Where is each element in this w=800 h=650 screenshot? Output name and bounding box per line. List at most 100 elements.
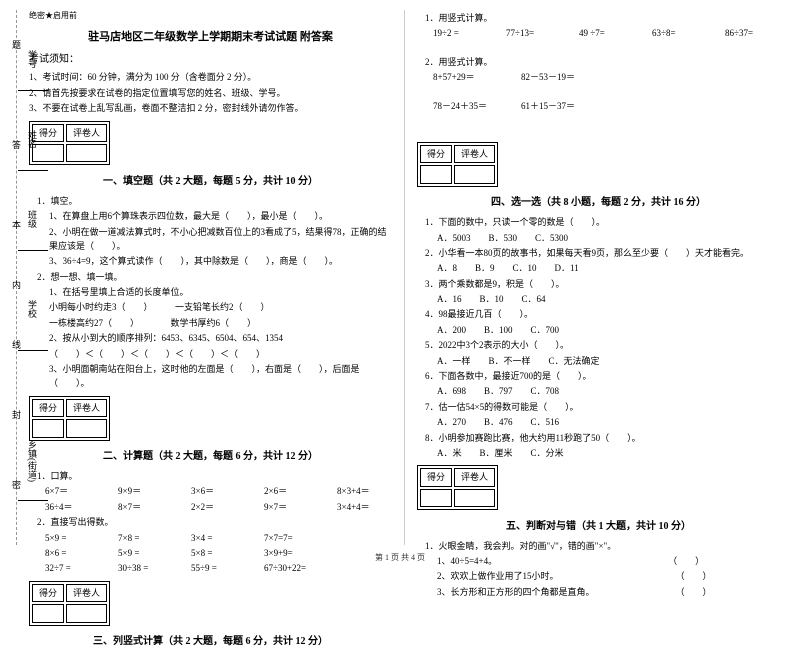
calc-item: 8×7＝ — [118, 500, 173, 514]
notice-item: 2、请首先按要求在试卷的指定位置填写您的姓名、班级、学号。 — [29, 86, 392, 100]
calc-item: 67÷30+22= — [264, 561, 319, 575]
gutter-underline — [18, 250, 48, 251]
q1-1: 1、在算盘上用6个算珠表示四位数，最大是（ ），最小是（ ）。 — [49, 209, 392, 223]
q1-3: 3、36÷4=9，这个算式读作（ ），其中除数是（ ），商是（ ）。 — [49, 254, 392, 268]
q2-stem: 2．想一想、填一填。 — [37, 270, 392, 284]
right-column: 1．用竖式计算。 19÷2 = 77÷13= 49 ÷7= 63÷8= 86÷3… — [405, 10, 792, 545]
section-3-title: 三、列竖式计算（共 2 大题，每题 6 分，共计 12 分） — [29, 634, 392, 650]
section-2-title: 二、计算题（共 2 大题，每题 6 分，共计 12 分） — [29, 449, 392, 465]
mc7-opt: A．270 B．476 C．516 — [437, 415, 780, 429]
vert1-stem: 1．用竖式计算。 — [425, 11, 780, 25]
grader-cell: 评卷人 — [66, 124, 107, 142]
q2-1a: 小明每小时约走3（ ） 一支铅笔长约2（ ） — [49, 300, 392, 314]
notice-heading: 考试须知： — [29, 52, 392, 68]
mc1: 1．下面的数中，只读一个零的数是（ ）。 — [425, 215, 780, 229]
q1-stem: 1．填空。 — [37, 194, 392, 208]
content-area: 绝密★启用前 驻马店地区二年级数学上学期期末考试试题 附答案 考试须知： 1、考… — [17, 10, 792, 545]
mc8-opt: A．米 B．厘米 C．分米 — [437, 446, 780, 460]
calc-item: 3×6＝ — [191, 484, 246, 498]
score-box: 得分 评卷人 — [29, 396, 110, 441]
tf3: 3、长方形和正方形的四个角都是直角。 （ ） — [437, 585, 780, 599]
tf2: 2、欢欢上做作业用了15小时。 （ ） — [437, 569, 780, 583]
calc-item: 30÷38 = — [118, 561, 173, 575]
mc3-opt: A．16 B．10 C．64 — [437, 292, 780, 306]
calc1-stem: 1．口算。 — [37, 469, 392, 483]
q2-2a: （ ）＜（ ）＜（ ）＜（ ）＜（ ） — [49, 347, 392, 361]
mc1-opt: A．5003 B．530 C．5300 — [437, 231, 780, 245]
calc-row: 32÷7 = 30÷38 = 55÷9 = 67÷30+22= — [45, 561, 392, 575]
mc7: 7．估一估54×5的得数可能是（ ）。 — [425, 400, 780, 414]
mc4-opt: A．200 B．100 C．700 — [437, 323, 780, 337]
score-cell: 得分 — [32, 399, 64, 417]
calc-item: 7×8 = — [118, 531, 173, 545]
calc-item: 63÷8= — [652, 26, 707, 40]
score-cell: 得分 — [420, 468, 452, 486]
mc2: 2．小华看一本80页的故事书，如果每天看9页，那么至少要（ ）天才能看完。 — [425, 246, 780, 260]
score-box: 得分 评卷人 — [29, 581, 110, 626]
calc-item: 6×7＝ — [45, 484, 100, 498]
notice-item: 1、考试时间：60 分钟，满分为 100 分（含卷面分 2 分）。 — [29, 70, 392, 84]
calc-row: 6×7＝ 9×9＝ 3×6＝ 2×6＝ 8×3+4＝ — [45, 484, 392, 498]
calc-item: 82－53－19＝ — [521, 70, 591, 84]
notice-item: 3、不要在试卷上乱写乱画，卷面不整洁扣 2 分，密封线外请勿作答。 — [29, 101, 392, 115]
exam-title: 驻马店地区二年级数学上学期期末考试试题 附答案 — [29, 29, 392, 47]
calc-item: 8×3+4＝ — [337, 484, 392, 498]
gutter-label-town: 乡镇(街道) — [26, 440, 39, 482]
tf-stem: 1．火眼金睛，我会判。对的画"√"，错的画"×"。 — [425, 539, 780, 553]
section-5-title: 五、判断对与错（共 1 大题，共计 10 分） — [417, 519, 780, 535]
calc-row: 5×9 = 7×8 = 3×4 = 7×7=7= — [45, 531, 392, 545]
seal-char: 题 — [10, 40, 23, 49]
gutter-underline — [18, 90, 48, 91]
mc6-opt: A．698 B．797 C．708 — [437, 384, 780, 398]
gutter-underline — [18, 350, 48, 351]
score-box: 得分 评卷人 — [417, 142, 498, 187]
grader-cell: 评卷人 — [66, 399, 107, 417]
calc-row: 78－24＋35＝ 61＋15－37＝ — [433, 99, 780, 113]
page-footer: 第 1 页 共 4 页 — [0, 552, 800, 563]
section-1-title: 一、填空题（共 2 大题，每题 5 分，共计 10 分） — [29, 174, 392, 190]
score-box: 得分 评卷人 — [29, 121, 110, 166]
calc-item: 3×4+4＝ — [337, 500, 392, 514]
q2-2: 2、按从小到大的顺序排列：6453、6345、6504、654、1354 — [49, 331, 392, 345]
calc-item: 36÷4＝ — [45, 500, 100, 514]
calc2-stem: 2．直接写出得数。 — [37, 515, 392, 529]
q2-3: 3、小明面朝南站在阳台上，这时他的左面是（ ），右面是（ ），后面是（ ）。 — [49, 362, 392, 391]
calc-item: 19÷2 = — [433, 26, 488, 40]
calc-item: 7×7=7= — [264, 531, 319, 545]
mc5-opt: A．一样 B．不一样 C．无法确定 — [437, 354, 780, 368]
q2-1: 1、在括号里填上合适的长度单位。 — [49, 285, 392, 299]
score-cell: 得分 — [32, 584, 64, 602]
grader-cell: 评卷人 — [66, 584, 107, 602]
q1-2: 2、小明在做一道减法算式时，不小心把减数百位上的3看成了5，结果得78，正确的结… — [49, 225, 392, 254]
score-cell: 得分 — [420, 145, 452, 163]
seal-char: 封 — [10, 410, 23, 419]
calc-item: 77÷13= — [506, 26, 561, 40]
grader-cell: 评卷人 — [454, 145, 495, 163]
gutter-underline — [18, 500, 48, 501]
mc5: 5．2022中3个2表示的大小（ ）。 — [425, 338, 780, 352]
gutter-label-class: 班级 — [26, 210, 39, 228]
mc8: 8．小明参加赛跑比赛，他大约用11秒跑了50（ ）。 — [425, 431, 780, 445]
gutter-label-name: 姓名 — [26, 130, 39, 148]
calc-item: 49 ÷7= — [579, 26, 634, 40]
seal-char: 内 — [10, 280, 23, 289]
calc-item: 2×2＝ — [191, 500, 246, 514]
calc-item: 32÷7 = — [45, 561, 100, 575]
mc6: 6．下面各数中，最接近700的是（ ）。 — [425, 369, 780, 383]
calc-row: 19÷2 = 77÷13= 49 ÷7= 63÷8= 86÷37= — [433, 26, 780, 40]
section-4-title: 四、选一选（共 8 小题，每题 2 分，共计 16 分） — [417, 195, 780, 211]
gutter-label-id: 学号 — [26, 50, 39, 68]
calc-item: 78－24＋35＝ — [433, 99, 503, 113]
calc-item: 55÷9 = — [191, 561, 246, 575]
calc-item: 9×7＝ — [264, 500, 319, 514]
binding-gutter: 学号 姓名 班级 学校 乡镇(街道) 题 答 本 内 线 封 密 — [8, 10, 17, 545]
left-column: 绝密★启用前 驻马店地区二年级数学上学期期末考试试题 附答案 考试须知： 1、考… — [17, 10, 405, 545]
mc2-opt: A．8 B．9 C．10 D．11 — [437, 261, 780, 275]
secret-mark: 绝密★启用前 — [29, 10, 392, 23]
q2-1b: 一栋楼高约27（ ） 数学书厚约6（ ） — [49, 316, 392, 330]
exam-page: 学号 姓名 班级 学校 乡镇(街道) 题 答 本 内 线 封 密 绝密★启用前 … — [0, 0, 800, 545]
score-box: 得分 评卷人 — [417, 465, 498, 510]
calc-item: 86÷37= — [725, 26, 780, 40]
calc-row: 36÷4＝ 8×7＝ 2×2＝ 9×7＝ 3×4+4＝ — [45, 500, 392, 514]
calc-item: 2×6＝ — [264, 484, 319, 498]
